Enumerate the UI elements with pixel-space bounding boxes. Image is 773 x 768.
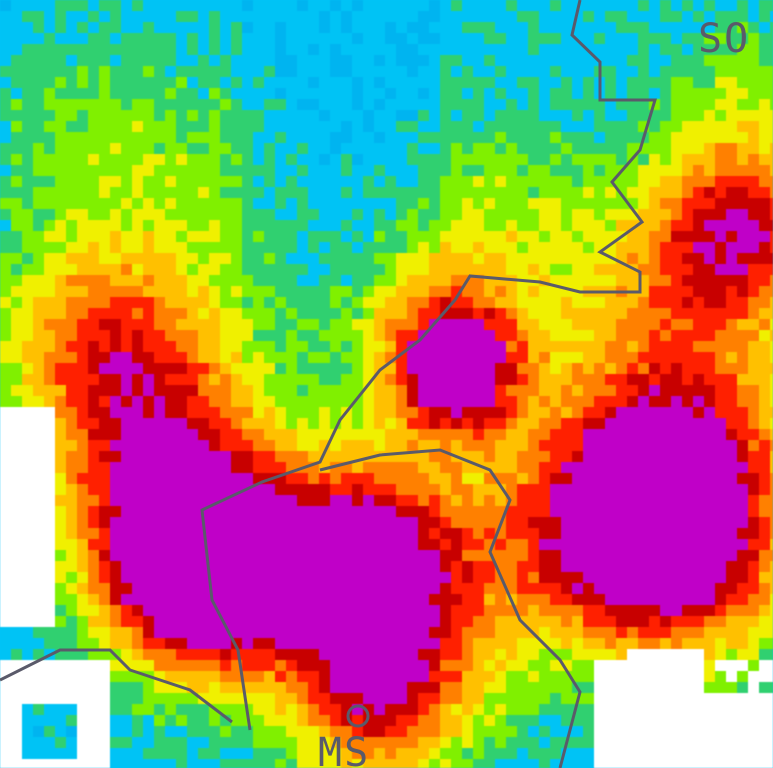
circle-marker-icon xyxy=(346,704,370,728)
border-line xyxy=(319,448,582,768)
state-label-so: SO xyxy=(698,16,751,62)
border-line xyxy=(200,0,658,731)
state-label-ms: MS xyxy=(318,730,371,768)
border-line xyxy=(0,648,233,724)
